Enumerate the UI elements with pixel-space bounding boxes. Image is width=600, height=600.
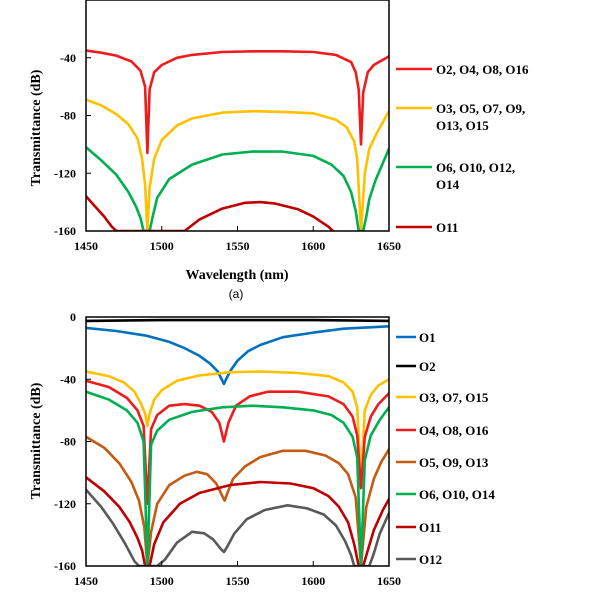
chart-a-x-tick-label: 1650 (377, 239, 401, 253)
chart-a-panel-label: (a) (229, 287, 244, 301)
chart-b-x-tick-label: 1650 (377, 574, 401, 588)
chart-a-x-tick-label: 1600 (301, 239, 325, 253)
chart-a-y-axis-label: Transmittance (dB) (29, 69, 44, 186)
chart-a: 1450 1500 1550 1600 1650 -40 -80 -120 -160 Wavel… (29, 0, 529, 301)
chart-b-y-tick-label: -80 (60, 435, 76, 449)
chart-b-y-tick-label: -120 (54, 497, 76, 511)
chart-b-series-line-1 (86, 324, 389, 386)
chart-b-x-tick-label: 1450 (74, 574, 98, 588)
chart-b-legend-label: O1 (419, 330, 436, 345)
chart-a-legend-label: O6, O10, O12, O14 (436, 160, 515, 192)
chart-b-series-line-2 (86, 318, 389, 323)
chart-b-x-tick-label: 1600 (301, 574, 325, 588)
chart-b-legend-label: O11 (419, 520, 441, 535)
chart-b-y-tick-label: -160 (54, 559, 76, 573)
chart-b-series-group (86, 318, 389, 566)
chart-b-tick-labels: 1450 1500 1550 1600 1650 0 -40 -80 -120 -160 (54, 310, 401, 588)
chart-a-y-tick-label: -80 (60, 109, 76, 123)
chart-a-y-tick-label: -40 (60, 51, 76, 65)
chart-b-legend-label: O6, O10, O14 (419, 487, 495, 502)
chart-b-legend-label: O5, O9, O13 (419, 455, 489, 470)
chart-a-y-tick-label: -160 (54, 224, 76, 238)
chart-b: 1450 1500 1550 1600 1650 0 -40 -80 -120 -160 Tran… (29, 310, 495, 588)
chart-b-x-tick-label: 1500 (150, 574, 174, 588)
chart-b-series-line-7 (86, 475, 389, 566)
chart-a-series-line-4 (86, 195, 335, 231)
chart-a-x-tick-label: 1550 (226, 239, 250, 253)
chart-a-series-line-1 (86, 49, 389, 155)
chart-b-legend-label: O2 (419, 359, 436, 374)
chart-b-series-line-3 (86, 370, 389, 484)
chart-a-legend: O2, O4, O8, O16 O3, O5, O7, O9, O13, O15 O6… (396, 62, 529, 235)
chart-a-legend-label: O2, O4, O8, O16 (436, 62, 529, 77)
chart-b-legend-label: O4, O8, O16 (419, 423, 489, 438)
chart-b-y-tick-label: -40 (60, 372, 76, 386)
chart-b-series-line-8 (86, 488, 389, 566)
chart-b-series-line-5 (86, 435, 389, 566)
chart-a-tick-labels: 1450 1500 1550 1600 1650 -40 -80 -120 -160 (54, 51, 401, 253)
chart-a-series-line-2 (86, 98, 389, 231)
chart-a-legend-label: O11 (436, 220, 458, 235)
chart-a-legend-label: O3, O5, O7, O9, O13, O15 (436, 101, 525, 133)
chart-a-series-group (86, 49, 389, 231)
chart-b-legend: O1 O2 O3, O7, O15 O4, O8, O16 O5, O9, O13 O6,… (396, 330, 495, 567)
chart-b-y-tick-label: 0 (70, 310, 76, 324)
chart-b-legend-label: O12 (419, 552, 442, 567)
chart-a-x-axis-label: Wavelength (nm) (185, 268, 288, 283)
chart-a-x-tick-label: 1500 (150, 239, 174, 253)
chart-a-x-tick-label: 1450 (74, 239, 98, 253)
chart-a-series-line-3 (86, 146, 389, 231)
chart-b-legend-label: O3, O7, O15 (419, 390, 489, 405)
chart-b-x-tick-label: 1550 (226, 574, 250, 588)
chart-b-series-line-6 (86, 390, 389, 566)
chart-b-y-axis-label: Transmittance (dB) (29, 382, 44, 499)
chart-a-y-tick-label: -120 (54, 166, 76, 180)
